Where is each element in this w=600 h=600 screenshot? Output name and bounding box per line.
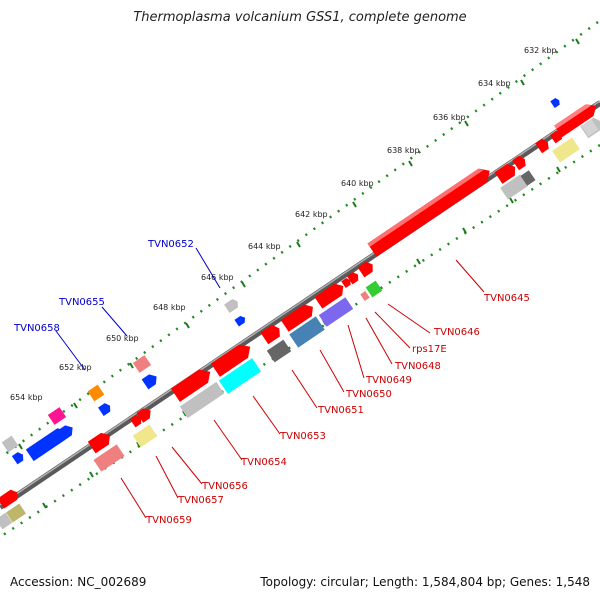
- gene-feature[interactable]: [234, 314, 247, 327]
- tick-label-640: 640 kbp: [341, 179, 374, 188]
- gene-feature[interactable]: [0, 512, 13, 530]
- gene-feature[interactable]: [581, 119, 599, 137]
- gene-feature[interactable]: [136, 406, 153, 423]
- gene-feature[interactable]: [1, 435, 19, 453]
- label-TVN0650[interactable]: TVN0650: [345, 389, 392, 400]
- gene-feature-TVN0655[interactable]: [141, 372, 160, 390]
- gene-feature-TVN0654[interactable]: [179, 381, 225, 419]
- gene-feature[interactable]: [500, 174, 528, 200]
- gene-feature-TVN0649[interactable]: [318, 297, 354, 327]
- gene-feature-TVN0657[interactable]: [87, 429, 114, 454]
- label-TVN0654[interactable]: TVN0654: [240, 457, 287, 468]
- tick-label-636: 636 kbp: [433, 113, 466, 122]
- gene-feature[interactable]: [98, 401, 113, 416]
- label-TVN0658[interactable]: TVN0658: [13, 323, 60, 334]
- label-TVN0655[interactable]: TVN0655: [58, 297, 105, 308]
- gene-feature[interactable]: [280, 301, 317, 332]
- gene-feature[interactable]: [47, 407, 67, 425]
- gene-feature[interactable]: [341, 277, 352, 288]
- gene-feature-TVN0656[interactable]: [132, 424, 158, 448]
- tick-label-644: 644 kbp: [248, 242, 281, 251]
- tick-label-648: 648 kbp: [153, 303, 186, 312]
- gene-feature[interactable]: [314, 280, 347, 309]
- label-TVN0645[interactable]: TVN0645: [483, 293, 530, 304]
- gene-feature[interactable]: [520, 170, 536, 186]
- gene-feature[interactable]: [132, 355, 152, 373]
- label-TVN0649[interactable]: TVN0649: [365, 375, 412, 386]
- gene-feature[interactable]: [535, 137, 551, 154]
- gene-feature[interactable]: [129, 413, 144, 428]
- gene-feature[interactable]: [549, 129, 564, 144]
- gene-feature[interactable]: [346, 270, 361, 285]
- gene-feature[interactable]: [210, 340, 255, 377]
- gene-feature[interactable]: [494, 161, 519, 184]
- gene-feature-TVN0650[interactable]: [289, 316, 325, 348]
- forward-label-leaders: [55, 247, 221, 371]
- tick-label-654: 654 kbp: [10, 393, 43, 402]
- label-TVN0653[interactable]: TVN0653: [279, 431, 326, 442]
- gene-feature[interactable]: [170, 365, 215, 402]
- gene-feature[interactable]: [6, 503, 26, 523]
- gene-feature-TVN0646[interactable]: [365, 280, 383, 298]
- label-TVN0651[interactable]: TVN0651: [317, 405, 364, 416]
- tick-label-634: 634 kbp: [478, 79, 511, 88]
- gene-feature[interactable]: [87, 384, 105, 402]
- reverse-gene-labels: TVN0645 TVN0646 rps17E TVN0648 TVN0649 T…: [145, 293, 530, 526]
- tick-label-638: 638 kbp: [387, 146, 420, 155]
- label-TVN0652[interactable]: TVN0652: [147, 239, 194, 250]
- topology-text: Topology: circular; Length: 1,584,804 bp…: [260, 575, 590, 589]
- tick-label-652: 652 kbp: [59, 363, 92, 372]
- gene-feature[interactable]: [554, 100, 600, 138]
- gene-feature-rps17E[interactable]: [360, 291, 370, 301]
- gene-feature[interactable]: [550, 97, 561, 108]
- gene-feature-TVN0659[interactable]: [93, 444, 125, 472]
- reverse-label-leaders: [120, 259, 485, 519]
- tick-label-642: 642 kbp: [295, 210, 328, 219]
- gene-feature-TVN0652[interactable]: [224, 297, 240, 313]
- gene-feature[interactable]: [512, 154, 528, 171]
- gene-feature-TVN0645[interactable]: [367, 164, 494, 257]
- gene-feature[interactable]: [0, 487, 21, 509]
- major-ticks: [18, 38, 580, 450]
- label-rps17E[interactable]: rps17E: [412, 344, 447, 355]
- tick-label-650: 650 kbp: [106, 334, 139, 343]
- gene-feature[interactable]: [58, 423, 75, 440]
- forward-gene-labels: TVN0652 TVN0655 TVN0658: [13, 239, 194, 334]
- gene-feature[interactable]: [552, 137, 580, 163]
- gene-feature[interactable]: [11, 450, 26, 465]
- tick-label-632: 632 kbp: [524, 46, 557, 55]
- label-TVN0648[interactable]: TVN0648: [394, 361, 441, 372]
- label-TVN0659[interactable]: TVN0659: [145, 515, 192, 526]
- tick-labels: 632 kbp 634 kbp 636 kbp 638 kbp 640 kbp …: [10, 46, 557, 402]
- label-TVN0657[interactable]: TVN0657: [177, 495, 224, 506]
- forward-strand-genes: [1, 97, 600, 465]
- gene-feature[interactable]: [260, 323, 283, 345]
- label-TVN0656[interactable]: TVN0656: [201, 481, 248, 492]
- label-TVN0646[interactable]: TVN0646: [433, 327, 480, 338]
- tick-label-646: 646 kbp: [201, 273, 234, 282]
- gene-feature-TVN0653[interactable]: [218, 358, 262, 394]
- map-title: Thermoplasma volcanium GSS1, complete ge…: [133, 10, 467, 25]
- gene-feature-TVN0651[interactable]: [266, 339, 292, 363]
- gene-feature-TVN0658[interactable]: [25, 425, 70, 462]
- accession-text: Accession: NC_002689: [10, 575, 147, 589]
- outer-dotted-ring: [0, 20, 599, 460]
- reverse-strand-genes: [0, 119, 599, 530]
- gene-feature[interactable]: [357, 260, 376, 278]
